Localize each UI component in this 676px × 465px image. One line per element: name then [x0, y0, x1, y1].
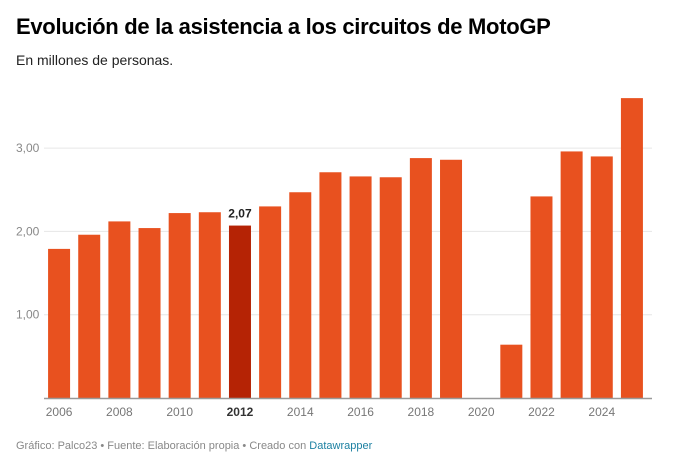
- x-tick-label: 2016: [347, 405, 374, 419]
- bar-2025: [620, 98, 643, 399]
- y-tick-label: 3,00: [16, 141, 40, 155]
- bar-2015: [319, 172, 342, 398]
- bar-2014: [289, 192, 312, 398]
- bar-2006: [48, 248, 71, 398]
- y-tick-label: 1,00: [16, 308, 40, 322]
- x-tick-label: 2012: [227, 405, 254, 419]
- bar-2011: [198, 212, 221, 398]
- bar-2010: [168, 213, 191, 398]
- bar-2016: [349, 176, 372, 398]
- footer-credits: Gráfico: Palco23 • Fuente: Elaboración p…: [16, 440, 310, 452]
- bar-2019: [440, 159, 463, 398]
- y-tick-label: 2,00: [16, 224, 40, 238]
- footer: Gráfico: Palco23 • Fuente: Elaboración p…: [16, 440, 372, 452]
- chart-subtitle: En millones de personas.: [16, 52, 174, 68]
- bar-2018: [409, 158, 432, 398]
- bar-2017: [379, 177, 402, 398]
- bar-2024: [590, 156, 613, 398]
- bar-2009: [138, 228, 161, 398]
- x-tick-label: 2020: [468, 405, 495, 419]
- bar-2013: [259, 206, 282, 398]
- x-tick-label: 2022: [528, 405, 555, 419]
- chart-title: Evolución de la asistencia a los circuit…: [16, 14, 551, 39]
- x-tick-label: 2006: [46, 405, 73, 419]
- bar-2008: [108, 221, 131, 398]
- bar-2023: [560, 151, 583, 398]
- datawrapper-link[interactable]: Datawrapper: [309, 440, 373, 452]
- bar-2012: [228, 225, 251, 398]
- x-tick-label: 2024: [588, 405, 615, 419]
- data-label: 2,07: [228, 207, 252, 221]
- bar-2021: [500, 344, 523, 398]
- bar-2007: [78, 234, 101, 398]
- x-tick-label: 2010: [166, 405, 193, 419]
- x-tick-label: 2014: [287, 405, 314, 419]
- x-tick-label: 2018: [408, 405, 435, 419]
- bar-2022: [530, 196, 553, 398]
- x-tick-label: 2008: [106, 405, 133, 419]
